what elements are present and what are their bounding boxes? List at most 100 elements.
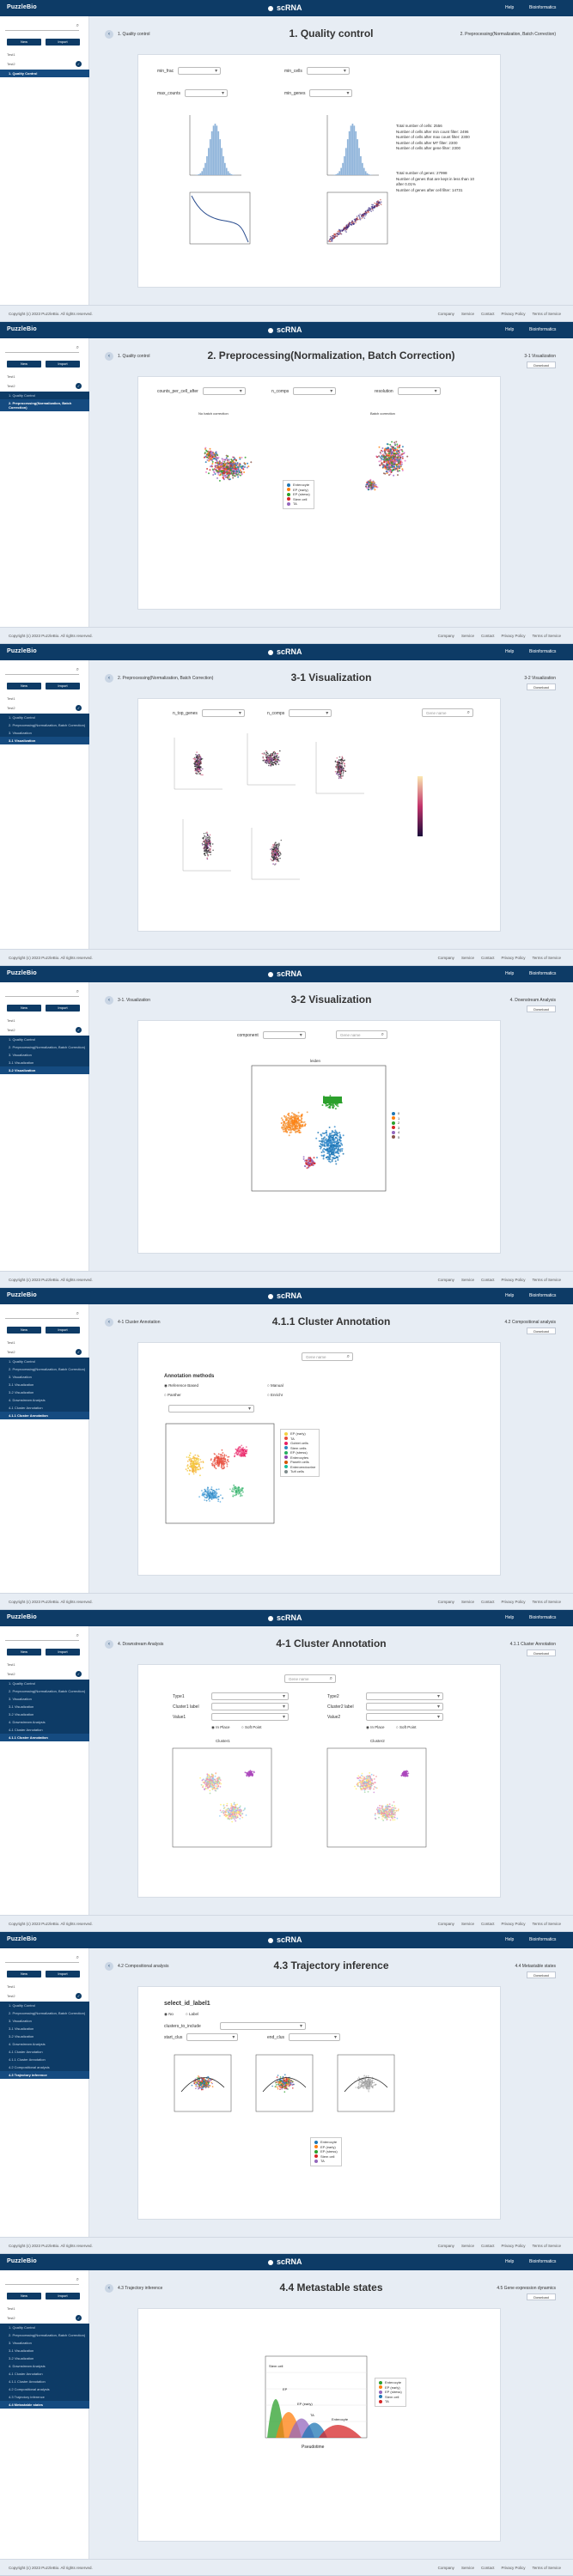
sidebar-nav-item[interactable]: 3-1 Visualization [0, 737, 89, 744]
import-button[interactable]: Import [46, 39, 80, 46]
help-link[interactable]: Help [505, 971, 515, 976]
search-icon[interactable]: ⌕ [76, 23, 79, 28]
brand-logo[interactable]: PuzzleBio [7, 970, 37, 976]
footer-link[interactable]: Contact [480, 956, 495, 960]
download-button[interactable]: Download [527, 683, 556, 690]
sidebar-nav-item[interactable]: 4.1.1 Cluster Annotation [0, 1412, 89, 1419]
sidebar-nav-item[interactable]: 1. Quality Control [9, 1681, 35, 1686]
sidebar-nav-item[interactable]: 4. Downstream Analysis [9, 1720, 46, 1724]
sidebar-group-2[interactable]: Test2 [7, 1672, 15, 1676]
search-icon[interactable]: ⌕ [76, 1311, 79, 1316]
next-step-label[interactable]: 3-2 Visualization [524, 676, 556, 681]
sidebar-nav-item[interactable]: 3. Visualization [9, 1697, 32, 1701]
sidebar-nav-item[interactable]: 4. Downstream Analysis [9, 1398, 46, 1402]
footer-link[interactable]: Terms of Service [532, 312, 561, 316]
annotation-method-radio[interactable]: ○ Manual [267, 1383, 283, 1389]
next-step-label[interactable]: 4.1.1 Cluster Annotation [509, 1642, 556, 1647]
help-link[interactable]: Help [505, 649, 515, 654]
param-select[interactable] [262, 1031, 306, 1039]
prev-step-label[interactable]: 4. Downstream Analysis [118, 1642, 164, 1647]
sidebar-search-input[interactable]: ⌕ [5, 1633, 79, 1641]
import-button[interactable]: Import [46, 1005, 80, 1012]
new-button[interactable]: New [7, 1005, 41, 1012]
next-step-label[interactable]: 2. Preprocessing(Normalization, Batch Co… [460, 32, 556, 37]
brand-logo[interactable]: PuzzleBio [7, 1292, 37, 1298]
user-menu[interactable]: Bioinformatics [529, 1615, 557, 1620]
sidebar-group-1[interactable]: Test1 [7, 696, 15, 701]
help-link[interactable]: Help [505, 1615, 515, 1620]
brand-logo[interactable]: PuzzleBio [7, 648, 37, 654]
prev-step-icon[interactable]: ‹ [105, 352, 113, 361]
sidebar-nav-item[interactable]: 2. Preprocessing(Normalization, Batch Co… [0, 399, 89, 411]
import-button[interactable]: Import [46, 361, 80, 368]
search-icon[interactable]: ⌕ [329, 1676, 332, 1681]
sidebar-nav-item[interactable]: 3-1 Visualization [9, 1060, 34, 1065]
footer-link[interactable]: Privacy Policy [501, 1278, 526, 1282]
sidebar-nav-item[interactable]: 4-1 Cluster Annotation [9, 1728, 43, 1732]
radio-icon[interactable]: ○ [267, 1393, 271, 1397]
sidebar-search-input[interactable]: ⌕ [5, 23, 79, 31]
sidebar-nav-item[interactable]: 3-2 Visualization [0, 1066, 89, 1074]
footer-link[interactable]: Terms of Service [532, 1600, 561, 1604]
sidebar-search-input[interactable]: ⌕ [5, 667, 79, 675]
footer-link[interactable]: Privacy Policy [501, 312, 526, 316]
radio-icon[interactable]: ◉ [366, 1725, 371, 1729]
sidebar-nav-item[interactable]: 1. Quality Control [9, 393, 35, 398]
sidebar-nav-item[interactable]: 2. Preprocessing(Normalization, Batch Co… [9, 1045, 86, 1049]
param-select[interactable] [306, 67, 350, 75]
help-link[interactable]: Help [505, 1293, 515, 1298]
footer-link[interactable]: Company [437, 1278, 454, 1282]
help-link[interactable]: Help [505, 5, 515, 10]
next-step-label[interactable]: 3-1 Visualization [524, 354, 556, 359]
footer-link[interactable]: Company [437, 634, 454, 638]
new-button[interactable]: New [7, 683, 41, 690]
prev-step-icon[interactable]: ‹ [105, 996, 113, 1005]
footer-link[interactable]: Terms of Service [532, 634, 561, 638]
sidebar-nav-item[interactable]: 2. Preprocessing(Normalization, Batch Co… [9, 723, 86, 727]
search-icon[interactable]: ⌕ [346, 1354, 350, 1359]
sidebar-nav-item[interactable]: 4.1.1 Cluster Annotation [0, 1734, 89, 1741]
sidebar-group-2[interactable]: Test2 [7, 62, 15, 66]
radio-icon[interactable]: ○ [396, 1725, 399, 1729]
prev-step-icon[interactable]: ‹ [105, 1640, 113, 1649]
brand-logo[interactable]: PuzzleBio [7, 4, 37, 10]
sidebar-nav-item[interactable]: 4-1 Cluster Annotation [9, 1406, 43, 1410]
render-mode-radio[interactable]: ○ Soft Point [396, 1725, 416, 1731]
gene-search-input[interactable]: Gene name ⌕ [336, 1030, 387, 1039]
footer-link[interactable]: Company [437, 312, 454, 316]
import-button[interactable]: Import [46, 1327, 80, 1334]
prev-step-icon[interactable]: ‹ [105, 30, 113, 39]
param-select[interactable] [211, 1692, 289, 1700]
footer-link[interactable]: Privacy Policy [501, 634, 526, 638]
sidebar-nav-item[interactable]: 3-1 Visualization [9, 1704, 34, 1709]
footer-link[interactable]: Service [460, 312, 474, 316]
new-button[interactable]: New [7, 39, 41, 46]
annotation-method-radio[interactable]: ○ Enrichr [267, 1393, 283, 1399]
param-select[interactable] [211, 1703, 289, 1710]
annotation-method-radio[interactable]: ○ Panther [164, 1393, 181, 1399]
sidebar-nav-item[interactable]: 1. Quality Control [9, 715, 35, 720]
param-select[interactable] [184, 89, 228, 97]
prev-step-label[interactable]: 3-1. Visualization [118, 998, 150, 1003]
annotation-method-radio[interactable]: ◉ Reference Based [164, 1383, 198, 1389]
download-button[interactable]: Download [527, 361, 556, 368]
footer-link[interactable]: Company [437, 1600, 454, 1604]
sidebar-group-1[interactable]: Test1 [7, 1662, 15, 1667]
import-button[interactable]: Import [46, 683, 80, 690]
footer-link[interactable]: Service [460, 634, 474, 638]
search-icon[interactable]: ⌕ [76, 345, 79, 350]
param-select[interactable] [366, 1703, 443, 1710]
brand-logo[interactable]: PuzzleBio [7, 326, 37, 332]
gene-search-input[interactable]: Gene name ⌕ [302, 1352, 353, 1361]
search-icon[interactable]: ⌕ [381, 1032, 384, 1037]
next-step-label[interactable]: 4. Downstream Analysis [509, 998, 556, 1003]
radio-icon[interactable]: ◉ [164, 1383, 169, 1388]
sidebar-nav-item[interactable]: 3. Visualization [9, 1053, 32, 1057]
sidebar-group-2[interactable]: Test2 [7, 384, 15, 388]
radio-icon[interactable]: ○ [267, 1383, 271, 1388]
footer-link[interactable]: Service [460, 1600, 474, 1604]
param-select[interactable] [293, 387, 337, 395]
download-button[interactable]: Download [527, 1005, 556, 1012]
search-icon[interactable]: ⌕ [466, 710, 470, 715]
sidebar-nav-item[interactable]: 1. Quality Control [9, 1037, 35, 1042]
